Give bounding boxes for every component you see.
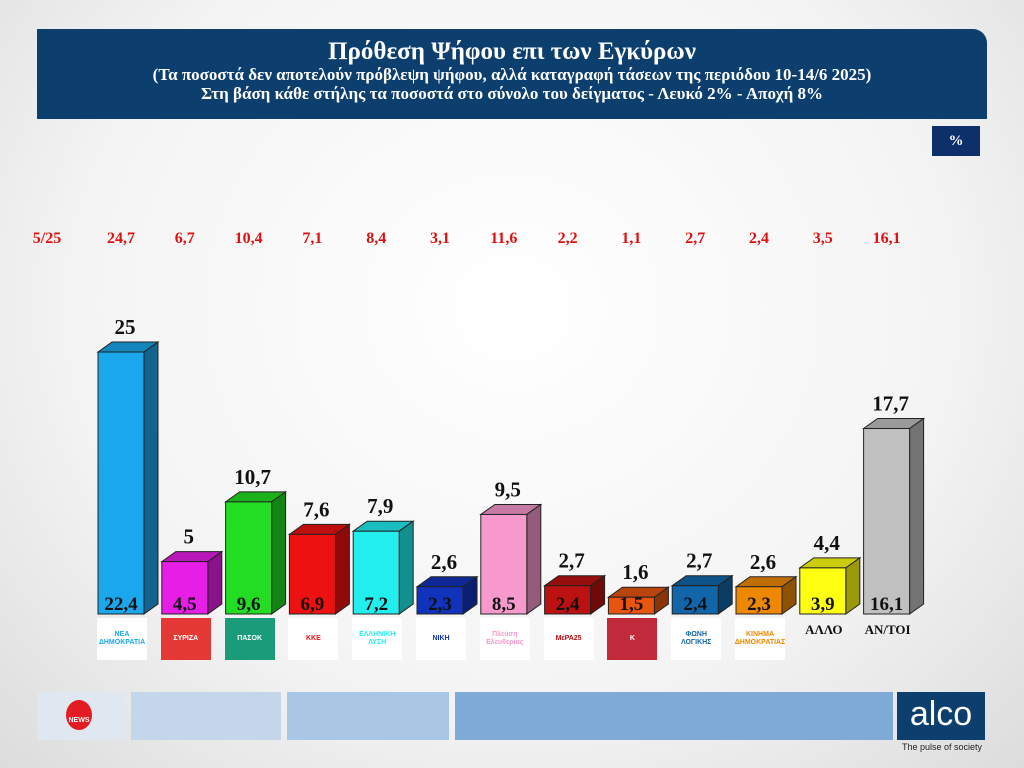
bar-total-label: 2,3 [428,594,452,615]
previous-value: 11,6 [490,230,518,247]
bar-value-label: 7,9 [367,494,393,518]
bar-side [207,550,223,615]
bar-value-label: 10,7 [234,465,271,489]
bar [480,513,528,615]
previous-value: 6,7 [174,230,195,247]
bar-total-label: 8,5 [492,594,516,615]
previous-value: 3,1 [430,230,450,247]
party-logo: Κ [607,618,658,660]
bar-side [334,523,350,615]
bar-value-label: 17,7 [872,392,909,416]
party-logo: ΕΛΛΗΝΙΚΗ ΛΥΣΗ [352,618,403,660]
footer-bar [37,692,987,740]
party-logo: ΝΙΚΗ [416,618,466,660]
bar-total-label: 16,1 [870,594,903,615]
bar [799,567,847,615]
bar [161,561,209,615]
party-logo: ΑΛΛΟ [805,622,843,637]
bar-total-label: 9,6 [237,594,261,615]
bar [352,530,400,615]
party-logo: Πλεύση Ελευθερίας [479,618,530,660]
bar-value-label: 1,6 [622,560,648,584]
bar-value-label: 2,7 [686,549,712,573]
bar [671,585,719,615]
bar-value-label: 2,6 [750,550,776,574]
party-logo: ΠΑΣΟΚ [224,618,275,660]
previous-value: 16,1 [872,230,901,247]
footer-block [455,692,893,740]
bar-total-label: 2,4 [556,594,580,615]
footer-block [287,692,449,740]
previous-value: 24,7 [107,230,135,247]
bar-total-label: 3,9 [811,594,835,615]
bar-side [909,417,925,615]
bar-value-label: 2,6 [431,550,457,574]
previous-value: 3,5 [812,230,833,247]
previous-value: 8,4 [366,230,387,247]
party-logo: ΣΥΡΙΖΑ [160,618,211,660]
bar-value-label: 4,4 [814,531,841,555]
alco-tagline: The pulse of society [902,742,983,752]
previous-value: 1,1 [621,230,642,247]
bar [863,428,911,615]
previous-value: 10,4 [234,230,263,247]
footer-block [131,692,281,740]
bar-side [526,503,542,615]
bar [97,351,145,615]
bar [416,586,464,615]
bar [544,585,592,615]
bar-side [271,490,287,615]
bar [288,533,336,615]
bar-total-label: 1,5 [620,594,644,615]
chart-title: Πρόθεση Ψήφου επι των Εγκύρων [328,38,696,65]
bar-total-label: 4,5 [173,594,197,615]
bar-total-label: 22,4 [104,594,138,615]
bar [225,501,273,615]
alco-logo: alco [897,692,985,740]
header-banner: Πρόθεση Ψήφου επι των Εγκύρων (Τα ποσοστ… [37,29,987,119]
party-logo: ΑΝ/ΤΟΙ [864,622,911,637]
previous-value: 7,1 [302,230,323,247]
bar-total-label: 2,3 [747,594,771,615]
bar-side [398,520,414,615]
party-logo: ΚΚΕ [288,618,339,660]
subtitle: (Τα ποσοστά δεν αποτελούν πρόβλεψη ψήφου… [152,65,872,84]
bar-value-label: 9,5 [495,477,521,501]
bar [607,596,655,615]
subtitle-base: Στη βάση κάθε στήλης τα ποσοστά στο σύνο… [200,84,824,103]
party-logo: ΜέΡΑ25 [543,618,594,660]
bar-value-label: 2,7 [558,549,584,573]
alpha-news-logo: NEWS [66,700,92,730]
previous-label: 5/25 [32,230,62,247]
bar-side [143,341,159,615]
previous-value: 2,4 [749,230,769,247]
bar-value-label: 7,6 [303,497,329,521]
bar-side [845,556,861,615]
bar-value-label: 5 [184,525,195,549]
unit-badge: % [932,126,980,156]
party-logo: ΚΙΝΗΜΑ ΔΗΜΟΚΡΑΤΙΑΣ [735,618,785,660]
bar-total-label: 6,9 [301,594,325,615]
bar-total-label: 2,4 [683,594,707,615]
party-logo: ΝΕΑ ΔΗΜΟΚΡΑΤΙΑ [97,618,147,660]
party-logo: ΦΩΝΗ ΛΟΓΙΚΗΣ [671,618,722,660]
bar [735,586,783,615]
previous-value: 2,2 [557,230,578,247]
bar-value-label: 25 [115,315,136,339]
previous-value: 2,7 [685,230,706,247]
bar-total-label: 7,2 [364,594,388,615]
